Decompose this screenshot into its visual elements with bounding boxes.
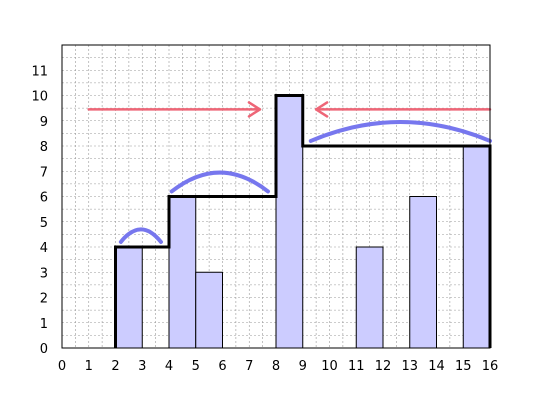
bar <box>275 95 304 349</box>
x-tick-label: 1 <box>85 359 93 374</box>
arrow-head <box>314 101 329 118</box>
x-tick-label: 13 <box>401 359 418 374</box>
bar <box>462 145 491 349</box>
plot-frame <box>61 44 491 349</box>
x-tick-label: 10 <box>321 359 338 374</box>
arc-annotation <box>118 227 163 244</box>
arc-annotation <box>169 170 270 194</box>
arc-annotation <box>308 120 492 143</box>
x-tick-label: 8 <box>272 359 280 374</box>
y-tick-labels: 0 1 2 3 4 5 6 7 8 9 10 11 <box>31 64 48 357</box>
x-tick-label: 9 <box>299 359 307 374</box>
y-tick-label: 7 <box>40 165 48 180</box>
plot-border <box>61 44 491 349</box>
y-tick-label: 2 <box>40 292 48 307</box>
x-tick-label: 11 <box>348 359 365 374</box>
envelope-line <box>114 94 492 348</box>
x-tick-label: 15 <box>455 359 472 374</box>
y-tick-label: 4 <box>40 241 48 256</box>
x-tick-labels: 0 1 2 3 4 5 6 7 8 9 10 11 12 13 14 15 16 <box>58 359 498 374</box>
x-tick-label: 2 <box>111 359 119 374</box>
x-tick-label: 12 <box>375 359 392 374</box>
x-tick-label: 14 <box>428 359 445 374</box>
bars <box>115 95 491 349</box>
y-tick-label: 3 <box>40 266 48 281</box>
y-tick-label: 8 <box>40 140 48 155</box>
bar <box>115 246 143 349</box>
x-tick-label: 6 <box>218 359 226 374</box>
y-tick-label: 9 <box>40 115 48 130</box>
y-tick-label: 10 <box>31 90 48 105</box>
bar <box>355 246 384 349</box>
arrow-head <box>247 101 262 118</box>
y-tick-label: 6 <box>40 191 48 206</box>
bar <box>195 271 223 349</box>
x-tick-label: 7 <box>245 359 253 374</box>
y-tick-label: 11 <box>31 64 48 79</box>
x-tick-label: 16 <box>482 359 499 374</box>
y-tick-label: 5 <box>40 216 48 231</box>
x-tick-label: 4 <box>165 359 173 374</box>
envelope <box>114 94 492 348</box>
x-tick-label: 0 <box>58 359 66 374</box>
x-tick-label: 5 <box>192 359 200 374</box>
y-tick-label: 1 <box>40 317 48 332</box>
annotations <box>87 101 492 244</box>
bar <box>168 196 197 349</box>
bar <box>409 196 437 349</box>
x-tick-label: 3 <box>138 359 146 374</box>
y-tick-label: 0 <box>40 342 48 357</box>
